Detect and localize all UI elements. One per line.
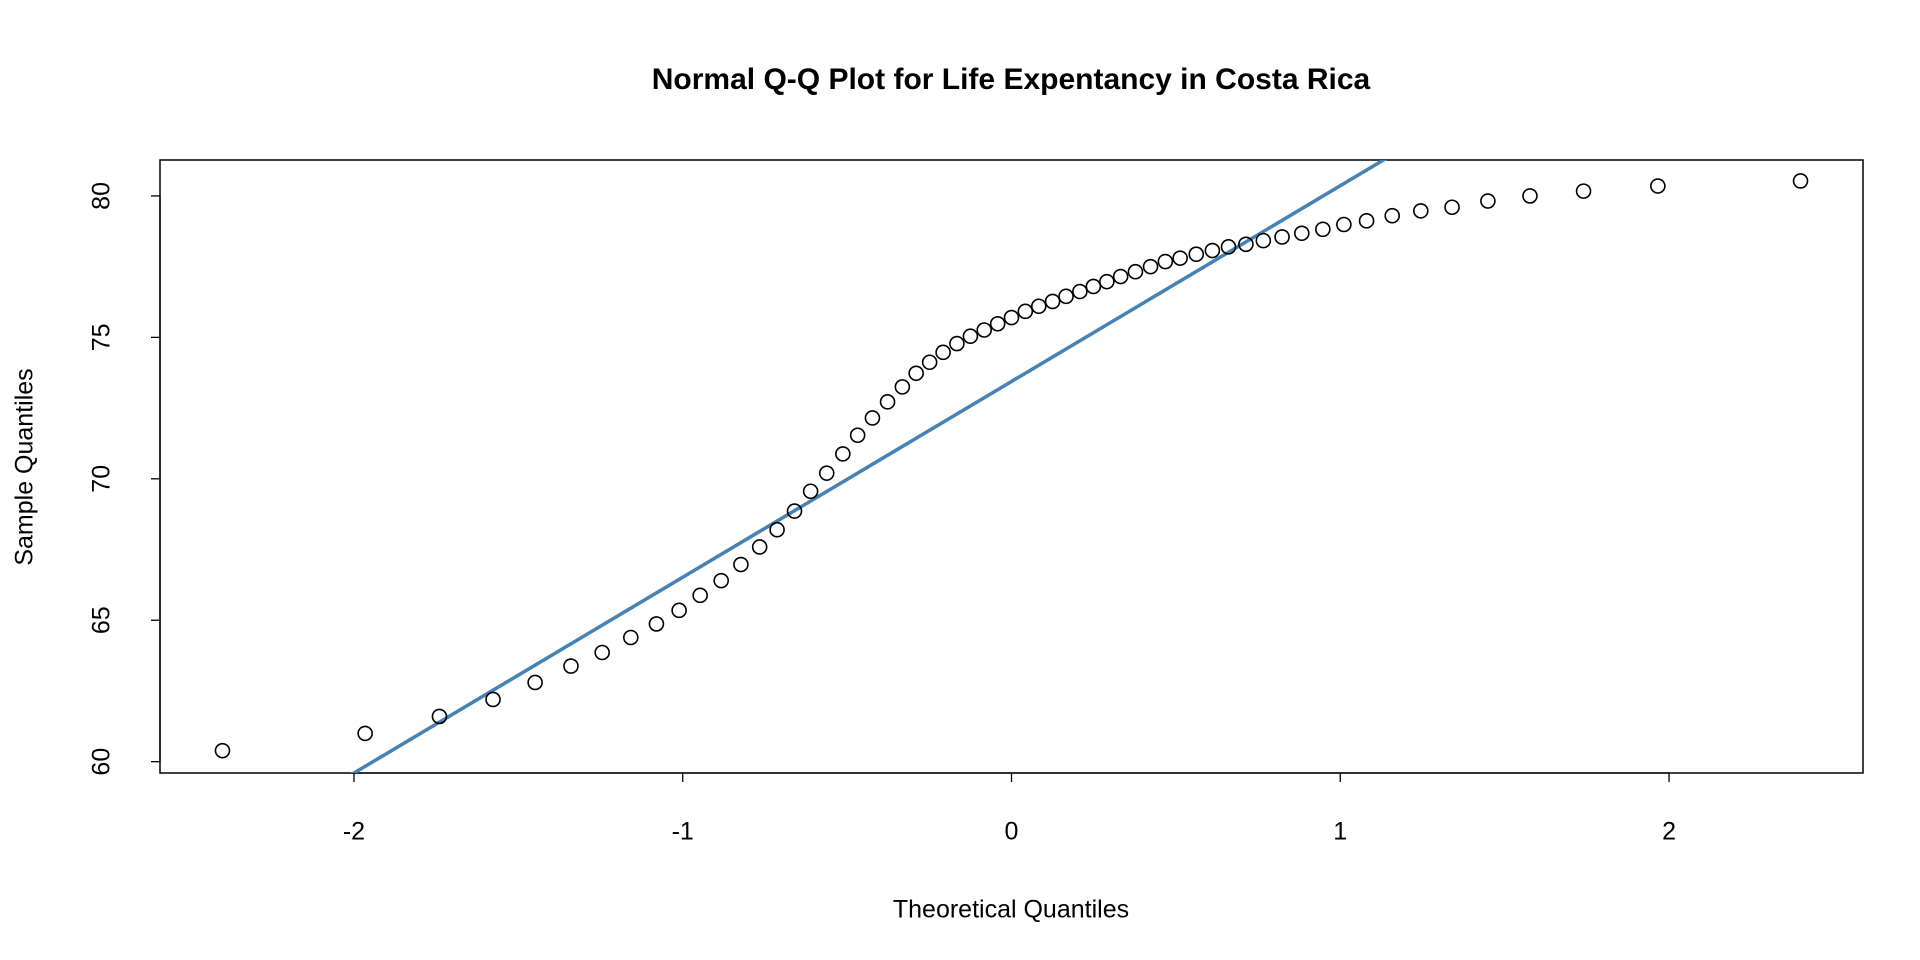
chart-title: Normal Q-Q Plot for Life Expentancy in C… xyxy=(652,63,1371,96)
y-tick-label: 80 xyxy=(88,182,116,210)
point xyxy=(1058,288,1074,305)
point xyxy=(1358,213,1375,229)
point xyxy=(908,365,924,382)
point xyxy=(527,674,543,691)
point xyxy=(1255,232,1272,249)
point xyxy=(357,725,373,742)
point xyxy=(214,742,231,759)
point xyxy=(849,427,866,444)
point xyxy=(594,644,610,661)
point xyxy=(1188,246,1205,262)
point xyxy=(1204,242,1221,259)
x-axis-title: Theoretical Quantiles xyxy=(893,896,1129,924)
point xyxy=(1220,239,1237,255)
point xyxy=(622,629,639,646)
qq-line xyxy=(350,160,1387,773)
y-axis-title: Sample Quantiles xyxy=(11,368,39,565)
point xyxy=(1072,283,1088,300)
point xyxy=(1336,216,1352,233)
x-tick-label: 2 xyxy=(1662,818,1676,846)
point xyxy=(733,556,749,573)
point xyxy=(769,521,785,538)
point xyxy=(713,572,730,589)
point xyxy=(935,344,951,361)
point xyxy=(1017,303,1034,320)
point xyxy=(648,616,665,632)
point xyxy=(1085,278,1102,295)
point xyxy=(1650,178,1666,194)
point xyxy=(1444,199,1460,216)
point xyxy=(864,410,881,426)
point xyxy=(1099,273,1115,290)
x-tick-label: -2 xyxy=(343,818,365,846)
point xyxy=(1315,221,1331,238)
point xyxy=(1575,183,1592,199)
point xyxy=(976,322,993,338)
point xyxy=(1044,293,1061,310)
point xyxy=(1030,298,1047,315)
point xyxy=(1522,188,1538,204)
point xyxy=(485,691,501,708)
point xyxy=(1127,263,1144,280)
point xyxy=(1238,236,1254,253)
point xyxy=(1003,309,1020,326)
point xyxy=(962,328,979,345)
point xyxy=(1157,253,1174,270)
y-tick-label: 75 xyxy=(88,323,116,351)
point xyxy=(949,335,965,352)
y-tick-label: 65 xyxy=(88,606,116,634)
point xyxy=(802,483,819,500)
point xyxy=(1274,229,1290,245)
point xyxy=(1112,268,1129,285)
point xyxy=(1172,250,1188,266)
point xyxy=(989,315,1006,332)
point xyxy=(751,539,768,555)
x-tick-label: -1 xyxy=(672,818,694,846)
x-tick-label: 0 xyxy=(1005,818,1019,846)
point xyxy=(1792,173,1809,189)
plot-frame xyxy=(159,159,1864,774)
y-tick-label: 60 xyxy=(88,748,116,776)
point xyxy=(879,394,896,410)
point xyxy=(921,354,938,371)
point xyxy=(1384,207,1401,224)
point xyxy=(431,708,448,725)
point xyxy=(786,503,803,519)
point xyxy=(1293,225,1310,242)
x-tick-label: 1 xyxy=(1333,818,1347,846)
point xyxy=(692,587,708,604)
point xyxy=(1142,258,1159,275)
point xyxy=(818,465,835,481)
y-tick-label: 70 xyxy=(88,465,116,493)
point xyxy=(563,658,579,674)
point xyxy=(894,379,911,395)
point xyxy=(835,446,851,462)
point xyxy=(1413,203,1429,219)
point xyxy=(1480,193,1496,209)
point xyxy=(671,602,687,619)
